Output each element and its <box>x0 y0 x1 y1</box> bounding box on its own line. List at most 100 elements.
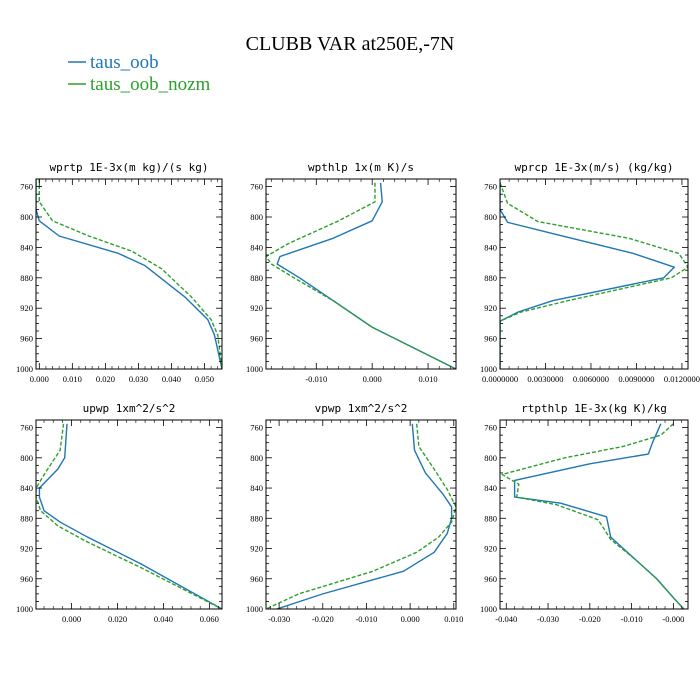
legend-label-taus-oob: taus_oob <box>90 52 159 73</box>
y-tick-label: 920 <box>250 303 263 313</box>
panel-title: wpthlp 1x(m K)/s <box>308 161 414 174</box>
x-tick-label: 0.000 <box>30 374 49 384</box>
series-line-taus-oob-nozm <box>36 423 222 609</box>
y-tick-label: 800 <box>484 212 497 222</box>
y-tick-label: 960 <box>250 334 263 344</box>
series-line-taus-oob-nozm <box>266 423 456 609</box>
panel-6: rtpthlp 1E-3x(kg K)/kg 760 800 840 880 920 960… <box>480 402 689 624</box>
series-line-taus-oob <box>36 179 222 369</box>
y-tick-label: 920 <box>484 303 497 313</box>
y-tick-label: 960 <box>484 334 497 344</box>
plot-frame <box>499 419 689 610</box>
x-tick-label: -0.010 <box>621 614 643 624</box>
panel-5: vpwp 1xm^2/s^2 760 800 840 880 920 960 1000 -0.0… <box>246 402 463 624</box>
y-tick-label: 960 <box>20 574 33 584</box>
legend-item-taus-oob-nozm: taus_oob_nozm <box>68 74 211 95</box>
panel-title: wprtp 1E-3x(m kg)/(s kg) <box>50 161 209 174</box>
y-tick-label: 1000 <box>480 364 497 374</box>
y-tick-label: 1000 <box>480 604 497 614</box>
y-tick-label: 880 <box>250 513 263 523</box>
y-tick-label: 880 <box>484 273 497 283</box>
x-tick-label: 0.000 <box>363 374 382 384</box>
y-tick-label: 880 <box>20 513 33 523</box>
x-tick-label: -0.010 <box>355 614 377 624</box>
y-tick-label: 1000 <box>16 604 33 614</box>
panel-title: vpwp 1xm^2/s^2 <box>315 402 408 415</box>
plot-frame <box>499 178 689 370</box>
y-tick-label: 920 <box>20 303 33 313</box>
series-line-taus-oob-nozm <box>500 182 688 369</box>
panel-title: upwp 1xm^2/s^2 <box>83 402 176 415</box>
y-tick-label: 840 <box>484 242 497 252</box>
panel-2: wpthlp 1x(m K)/s 760 800 840 880 920 960 1000 -0… <box>246 161 457 384</box>
legend-label-taus-oob-nozm: taus_oob_nozm <box>90 74 211 95</box>
y-tick-label: 880 <box>20 273 33 283</box>
y-tick-label: 960 <box>250 574 263 584</box>
x-tick-label: -0.020 <box>312 614 334 624</box>
plot-frame <box>35 419 223 610</box>
legend: taus_oob taus_oob_nozm <box>68 52 211 95</box>
x-tick-label: 0.040 <box>154 614 173 624</box>
panel-title: wprcp 1E-3x(m/s) (kg/kg) <box>515 161 674 174</box>
y-tick-label: 880 <box>250 273 263 283</box>
x-tick-label: 0.000 <box>62 614 81 624</box>
x-tick-label: 0.020 <box>108 614 127 624</box>
y-tick-label: 760 <box>20 182 33 192</box>
series-line-taus-oob-nozm <box>501 423 685 609</box>
y-tick-label: 880 <box>484 513 497 523</box>
x-tick-label: -0.030 <box>268 614 290 624</box>
x-tick-label: 0.050 <box>195 374 214 384</box>
y-tick-label: 920 <box>484 544 497 554</box>
x-tick-label: 0.010 <box>63 374 82 384</box>
y-tick-label: 800 <box>250 453 263 463</box>
x-tick-label: -0.020 <box>579 614 601 624</box>
y-tick-label: 840 <box>250 242 263 252</box>
series-line-taus-oob-nozm <box>266 182 456 369</box>
x-tick-label: 0.030 <box>129 374 148 384</box>
legend-item-taus-oob: taus_oob <box>68 52 159 73</box>
y-tick-label: 920 <box>250 544 263 554</box>
x-tick-label: 0.0060000 <box>573 374 609 384</box>
x-tick-label: 0.040 <box>162 374 181 384</box>
x-tick-label: -0.010 <box>305 374 327 384</box>
y-tick-label: 800 <box>20 212 33 222</box>
y-tick-label: 760 <box>20 423 33 433</box>
y-tick-label: 800 <box>250 212 263 222</box>
x-tick-label: 0.0030000 <box>527 374 563 384</box>
x-tick-label: -0.000 <box>662 614 684 624</box>
x-tick-label: -0.030 <box>537 614 559 624</box>
x-tick-label: 0.000 <box>401 614 420 624</box>
series-line-taus-oob <box>500 182 676 369</box>
y-tick-label: 840 <box>484 483 497 493</box>
series-line-taus-oob <box>276 423 453 609</box>
panel-1: wprtp 1E-3x(m kg)/(s kg) 760 800 840 880 920 9… <box>16 161 223 384</box>
y-tick-label: 760 <box>484 423 497 433</box>
y-tick-label: 840 <box>20 242 33 252</box>
panel-title: rtpthlp 1E-3x(kg K)/kg <box>521 402 667 415</box>
y-tick-label: 840 <box>250 483 263 493</box>
series-line-taus-oob-nozm <box>38 179 222 369</box>
y-tick-label: 960 <box>20 334 33 344</box>
y-tick-label: 760 <box>484 182 497 192</box>
x-tick-label: 0.0000000 <box>482 374 518 384</box>
panel-3: wprcp 1E-3x(m/s) (kg/kg) 760 800 840 880 920 9… <box>480 161 700 384</box>
x-tick-label: -0.040 <box>495 614 517 624</box>
figure-title: CLUBB VAR at250E,-7N <box>246 33 455 55</box>
y-tick-label: 1000 <box>16 364 33 374</box>
y-tick-label: 760 <box>250 423 263 433</box>
y-tick-label: 1000 <box>246 364 263 374</box>
y-tick-label: 800 <box>20 453 33 463</box>
x-tick-label: 0.010 <box>418 374 437 384</box>
panel-4: upwp 1xm^2/s^2 760 800 840 880 920 960 1000 0.00… <box>16 402 223 624</box>
x-tick-label: 0.020 <box>96 374 115 384</box>
y-tick-label: 800 <box>484 453 497 463</box>
panels-container: wprtp 1E-3x(m kg)/(s kg) 760 800 840 880 920 9… <box>16 161 700 624</box>
y-tick-label: 760 <box>250 182 263 192</box>
x-tick-label: 0.010 <box>444 614 463 624</box>
plot-frame <box>35 178 223 370</box>
plot-frame <box>265 419 457 610</box>
series-line-taus-oob <box>38 423 222 609</box>
x-tick-label: 0.0120000 <box>664 374 700 384</box>
y-tick-label: 960 <box>484 574 497 584</box>
